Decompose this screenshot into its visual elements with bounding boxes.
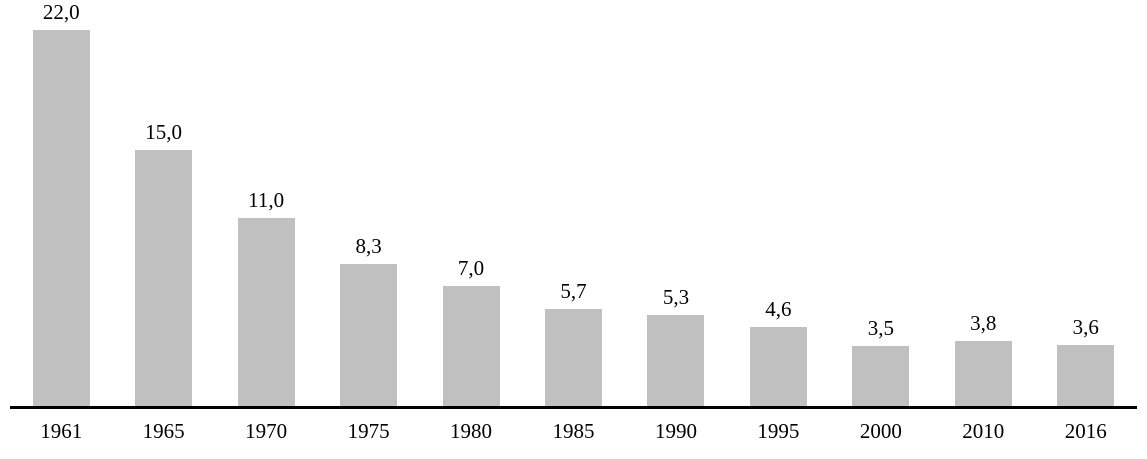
bar-value-label: 3,6 bbox=[1072, 314, 1099, 339]
bar bbox=[954, 341, 1012, 406]
plot-area: 22,0 15,0 11,0 8,3 7,0 5,7 5,3 4,6 3,5 3,8 3,6 bbox=[10, 0, 1137, 409]
bar-value-label: 15,0 bbox=[145, 119, 183, 144]
bar bbox=[32, 30, 90, 406]
bar-value-label: 5,3 bbox=[662, 285, 690, 310]
x-tick-label: 2016 bbox=[1064, 419, 1107, 443]
bar-group: 5,7 bbox=[522, 0, 624, 406]
x-tick-label: 1995 bbox=[757, 419, 800, 443]
x-tick-label: 2000 bbox=[859, 419, 902, 443]
bar-value-label: 5,7 bbox=[560, 278, 587, 303]
bar bbox=[442, 286, 500, 406]
bar bbox=[852, 346, 910, 406]
bar-value-label: 3,5 bbox=[867, 316, 894, 341]
bar-value-label: 4,6 bbox=[765, 297, 792, 322]
bar bbox=[749, 327, 807, 406]
bar-group: 7,0 bbox=[420, 0, 522, 406]
bar-value-label: 7,0 bbox=[457, 256, 485, 281]
x-tick-label: 1965 bbox=[142, 419, 185, 443]
x-tick-label: 1980 bbox=[450, 419, 493, 443]
x-tick-label: 1985 bbox=[552, 419, 595, 443]
bar-group: 3,8 bbox=[932, 0, 1034, 406]
x-axis-labels: 1961 1965 1970 1975 1980 1985 1990 1995 2000 2010… bbox=[10, 409, 1137, 443]
x-tick-label: 1975 bbox=[347, 419, 390, 443]
bar-value-label: 11,0 bbox=[248, 188, 285, 212]
bar-group: 5,3 bbox=[625, 0, 727, 406]
bar bbox=[135, 149, 193, 406]
bar-value-label: 3,8 bbox=[970, 311, 997, 336]
bar-group: 8,3 bbox=[317, 0, 419, 406]
bar bbox=[1057, 344, 1115, 406]
x-tick-label: 2010 bbox=[962, 419, 1005, 443]
x-tick-label: 1961 bbox=[40, 419, 83, 443]
bar bbox=[237, 218, 295, 406]
bar-group: 3,5 bbox=[830, 0, 932, 406]
bar bbox=[544, 308, 602, 406]
bar bbox=[647, 315, 705, 406]
bar-value-label: 22,0 bbox=[42, 0, 80, 24]
bar-value-label: 8,3 bbox=[355, 234, 382, 259]
bar-group: 3,6 bbox=[1035, 0, 1137, 406]
bar-group: 15,0 bbox=[112, 0, 214, 406]
bar-group: 11,0 bbox=[215, 0, 317, 406]
bar bbox=[340, 264, 398, 406]
x-tick-label: 1970 bbox=[245, 419, 288, 443]
bar-group: 4,6 bbox=[727, 0, 829, 406]
x-tick-label: 1990 bbox=[654, 419, 697, 443]
bar-group: 22,0 bbox=[10, 0, 112, 406]
